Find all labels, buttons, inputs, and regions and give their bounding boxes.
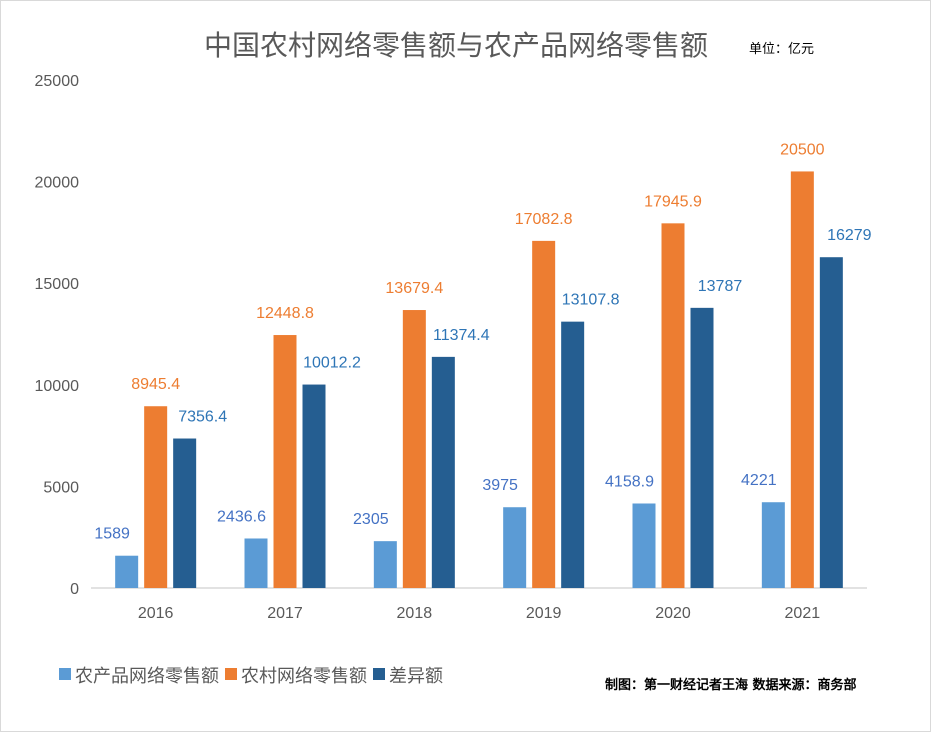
data-label: 8945.4 [131, 376, 180, 393]
y-tick-label: 5000 [43, 479, 79, 496]
data-label: 13107.8 [562, 292, 620, 309]
bar [373, 541, 397, 588]
bar [431, 356, 455, 588]
unit-note: 单位：亿元 [749, 42, 814, 57]
data-label: 4158.9 [605, 473, 654, 490]
x-tick-label: 2017 [267, 605, 303, 622]
x-tick-label: 2020 [655, 605, 691, 622]
y-tick-label: 10000 [35, 378, 80, 395]
bar [244, 538, 268, 588]
legend-swatch [373, 668, 385, 680]
legend-label: 农产品网络零售额 [75, 666, 219, 687]
chart-title: 中国农村网络零售额与农产品网络零售额 [204, 29, 708, 62]
data-label: 2436.6 [217, 508, 266, 525]
x-tick-label: 2019 [526, 605, 562, 622]
credit-text: 制图：第一财经记者王海 数据来源：商务部 [605, 677, 857, 693]
data-label: 13787 [698, 278, 743, 295]
bar [144, 406, 168, 588]
bar [302, 384, 326, 588]
x-tick-label: 2018 [397, 605, 433, 622]
bar [790, 171, 814, 588]
bar [661, 223, 685, 589]
bar [173, 438, 197, 588]
data-label: 10012.2 [303, 355, 361, 372]
bar [819, 257, 843, 588]
legend-label: 农村网络零售额 [241, 666, 367, 687]
legend-swatch [225, 668, 237, 680]
data-label: 13679.4 [385, 280, 443, 297]
data-label: 11374.4 [433, 327, 490, 344]
bar [115, 555, 139, 588]
data-label: 17945.9 [644, 193, 702, 210]
bar [503, 507, 527, 588]
data-label: 3975 [482, 477, 518, 494]
data-label: 1589 [94, 526, 130, 543]
bar [561, 321, 585, 588]
data-label: 4221 [741, 472, 777, 489]
y-tick-label: 25000 [35, 73, 80, 90]
bar [690, 307, 714, 588]
bar [761, 502, 785, 588]
x-tick-label: 2021 [785, 605, 821, 622]
bar [402, 310, 426, 588]
bar [273, 335, 297, 588]
bar [532, 240, 556, 588]
legend-label: 差异额 [389, 666, 443, 687]
data-label: 12448.8 [256, 305, 314, 322]
data-label: 7356.4 [178, 409, 227, 426]
data-label: 17082.8 [515, 211, 573, 228]
legend-swatch [59, 668, 71, 680]
y-tick-label: 20000 [35, 175, 80, 192]
y-tick-label: 15000 [35, 276, 80, 293]
data-label: 2305 [353, 511, 389, 528]
y-tick-label: 0 [70, 581, 79, 598]
x-tick-label: 2016 [138, 605, 174, 622]
bar [632, 503, 656, 588]
data-label: 16279 [827, 227, 872, 244]
data-label: 20500 [780, 141, 825, 158]
